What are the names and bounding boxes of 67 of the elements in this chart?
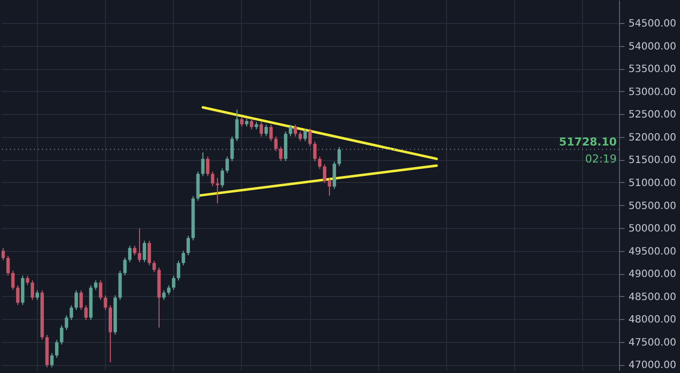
candlestick [318,156,322,170]
candlestick [210,171,214,187]
candlestick [128,245,132,263]
y-tick-label: 49000.00 [628,269,676,280]
y-tick-label: 52500.00 [628,110,676,121]
y-tick-label: 54500.00 [628,18,676,30]
candlestick [220,168,224,188]
annotation: 02:19 [585,152,617,166]
candlestick [206,156,210,177]
candlestick [250,118,254,130]
candlestick [201,152,205,177]
candlestick [308,128,312,147]
candlestick [79,290,83,310]
y-tick-label: 48000.00 [628,314,676,326]
candlestick [235,109,239,142]
candlestick [98,280,102,300]
y-tick-label: 48500.00 [628,292,676,303]
candlestick [303,128,307,142]
candlestick [182,250,186,266]
candlestick [74,290,78,310]
candlestick [298,131,302,142]
candlestick [30,280,34,300]
y-tick-label: 53000.00 [628,86,676,98]
candlestick [162,290,166,300]
y-tick-label: 54000.00 [628,41,676,52]
ref-line-label: 51728.10 [559,135,618,148]
candlestick [230,136,234,162]
candlestick [60,324,64,346]
candlestick [132,245,136,256]
y-tick-label: 50500.00 [628,200,676,212]
candlestick [6,255,10,276]
candlestick [264,124,268,137]
candlestick [332,161,336,190]
y-tick-label: 50000.00 [628,224,676,235]
candlestick [36,290,39,300]
candlestick [55,339,58,358]
candlestick [50,352,54,368]
candlestick [172,275,176,290]
candlestick [138,228,142,263]
candlestick [294,124,298,138]
candlestick [279,146,282,162]
y-tick-label: 49500.00 [628,246,676,258]
candlestick [288,124,292,137]
candlestick [152,260,156,273]
y-tick-label: 51500.00 [628,155,676,166]
candlestick [274,136,278,152]
candlestick [142,240,146,263]
candlestick [338,146,341,167]
y-tick-label: 47000.00 [628,360,676,372]
candlestick [1,248,5,261]
y-tick-label: 52000.00 [628,132,676,144]
y-tick-label: 53500.00 [628,64,676,76]
candlestick [167,284,170,296]
candlestick [240,116,244,128]
candlestick [313,141,317,162]
candlestick [11,270,15,290]
y-tick-label: 47500.00 [628,337,676,348]
candlestick [123,257,127,276]
candlestick [148,240,151,266]
candlestick [186,235,190,256]
candlestick [94,280,98,290]
candlestick [322,164,326,184]
candlestick [226,156,229,174]
candlestick [260,121,264,138]
candlestick [70,304,74,320]
candlestick [16,284,20,306]
y-tick-label: 51000.00 [628,178,676,189]
